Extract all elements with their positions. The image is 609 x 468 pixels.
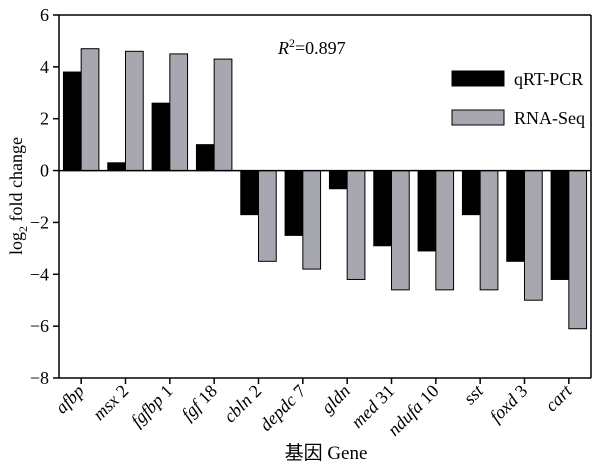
bar-rna-seq-cart (568, 170, 588, 330)
bar-rna-seq-msx (125, 50, 144, 172)
bar-qrt-pcr-cart (550, 170, 570, 280)
bar-rna-seq-fgfbp (169, 53, 189, 172)
y-tick-label: 2 (40, 109, 49, 129)
bar-qrt-pcr-med (373, 170, 392, 247)
x-tick-label-fgf: fgf 18 (177, 381, 220, 424)
y-tick-label: 0 (40, 161, 49, 181)
y-tick-label: −4 (30, 264, 49, 284)
annotation-superscript: 2 (289, 36, 295, 50)
ylabel-subscript: 2 (16, 226, 30, 232)
x-tick-label-gene: sst (459, 380, 487, 408)
axes-group (58, 14, 592, 379)
x-axis-label: 基因 Gene (285, 442, 368, 464)
bar-qrt-pcr-gldn (328, 170, 348, 190)
x-tick-label-gldn: gldn (317, 381, 354, 418)
r-squared-annotation: R2=0.897 (277, 36, 346, 58)
bar-qrt-pcr-depdc (284, 170, 304, 236)
bar-qrt-pcr-fgfbp (151, 102, 171, 172)
y-tick-label: −2 (30, 212, 49, 232)
bars-group (62, 48, 588, 330)
y-tick-label: 4 (40, 57, 49, 77)
bar-rna-seq-depdc (302, 170, 322, 270)
legend: qRT-PCR RNA-Seq (451, 69, 585, 128)
bar-qrt-pcr-msx (107, 162, 127, 172)
bar-rna-seq-med (391, 170, 410, 291)
bar-qrt-pcr-ndufa (417, 170, 437, 252)
bar-rna-seq-sst (479, 170, 499, 291)
x-tick-label-sst: sst (459, 380, 487, 408)
x-tick-label-afbp: afbp (51, 381, 88, 418)
bar-qrt-pcr-foxd (506, 170, 525, 262)
legend-label-qrt-pcr: qRT-PCR (514, 69, 583, 89)
annotation-rest: =0.897 (295, 38, 346, 58)
annotation-r: R (277, 38, 289, 58)
x-tick-label-fgfbp: fgfbp 1 (127, 381, 177, 431)
y-ticks-group: 6 4 2 0 −2 −4 −6 −8 (30, 5, 59, 388)
ylabel-rest: fold change (6, 137, 26, 226)
y-tick-label: 6 (40, 5, 49, 25)
legend-swatch-rna-seq (451, 109, 505, 126)
bar-rna-seq-fgf (213, 58, 233, 172)
ylabel-prefix: log (6, 232, 26, 255)
x-tick-label-gene: afbp (51, 381, 88, 418)
x-tick-label-msx: msx 2 (89, 381, 132, 424)
y-axis-label: log2 fold change (6, 137, 30, 255)
bar-qrt-pcr-afbp (62, 71, 82, 172)
x-tick-label-gene: gldn (317, 381, 354, 418)
legend-swatch-qrt-pcr (451, 70, 505, 87)
bar-rna-seq-foxd (524, 170, 543, 301)
x-tick-label-cart: cart (541, 380, 576, 415)
y-tick-label: −6 (30, 316, 49, 336)
bar-rna-seq-ndufa (435, 170, 455, 291)
bar-rna-seq-afbp (80, 48, 100, 172)
x-tick-label-gene: cart (541, 380, 576, 415)
bar-qrt-pcr-sst (461, 170, 481, 216)
legend-label-rna-seq: RNA-Seq (514, 108, 585, 128)
bar-rna-seq-cbln (258, 170, 277, 262)
x-tick-label-depdc: depdc 7 (256, 381, 310, 435)
bar-rna-seq-gldn (346, 170, 366, 280)
bar-qrt-pcr-fgf (195, 144, 215, 172)
y-tick-label: −8 (30, 368, 49, 388)
bar-qrt-pcr-cbln (240, 170, 259, 216)
x-tick-label-foxd: foxd 3 (486, 381, 532, 427)
